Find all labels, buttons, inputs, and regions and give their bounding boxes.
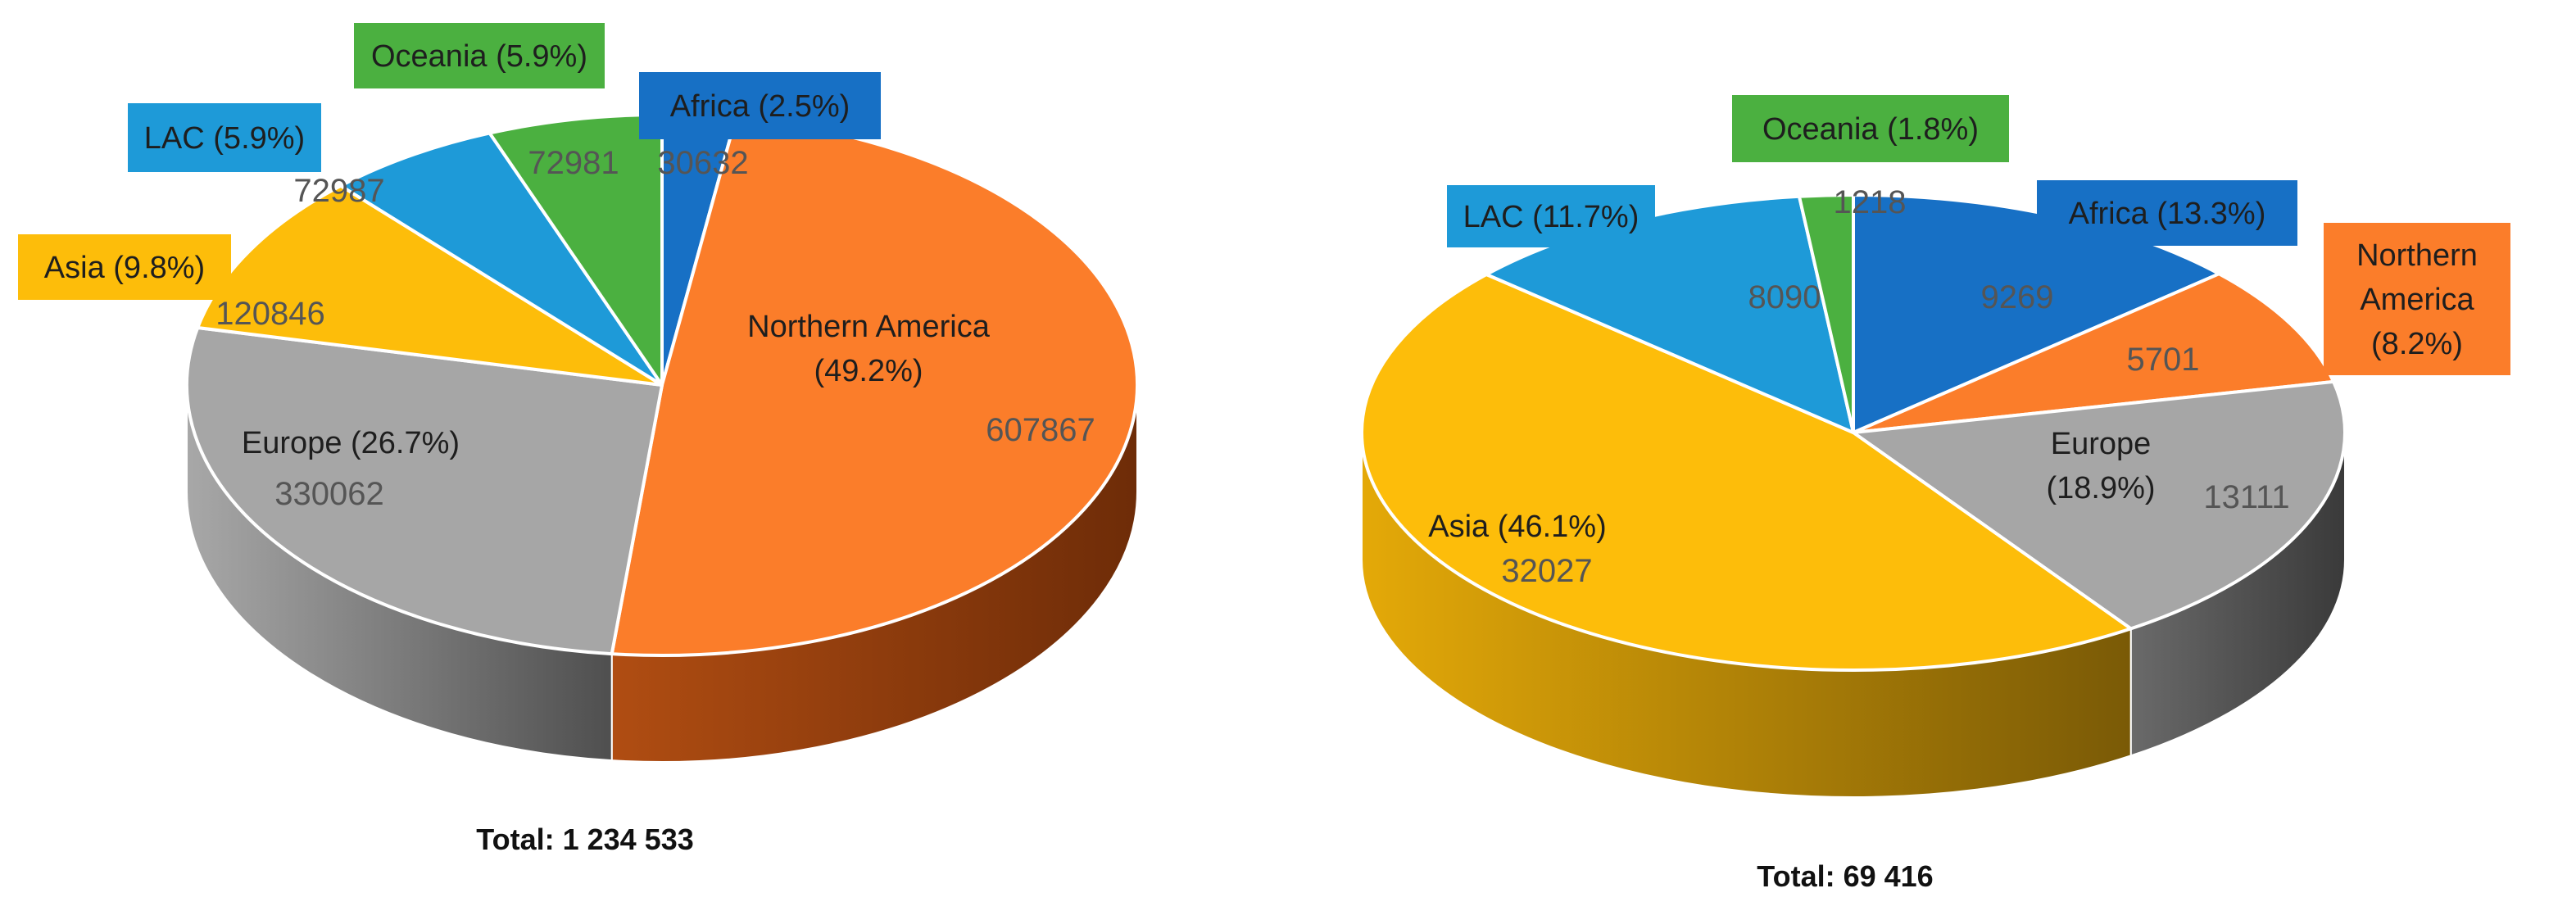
- pie-chart-2: 9269 5701 13111 32027 8090 1218 Africa (13.3%)…: [1360, 95, 2510, 893]
- label-text-lac: LAC (11.7%): [1463, 200, 1639, 234]
- category-label-europe: Europe (26.7%): [242, 426, 460, 460]
- label-box-lac: [1447, 185, 1655, 247]
- category-label-africa: Africa (2.5%): [639, 72, 881, 139]
- category-label-oceania: Oceania (5.9%): [354, 23, 605, 88]
- label-box-oceania: [354, 23, 605, 88]
- category-label-lac: LAC (5.9%): [128, 103, 321, 172]
- label-box-lac: [128, 103, 321, 172]
- label-text-europe: Europe (18.9%): [2046, 427, 2155, 505]
- label-text-oceania: Oceania (1.8%): [1762, 112, 1979, 147]
- category-label-northern-america: Northern America (49.2%): [747, 310, 991, 388]
- value-label-northern-america: 5701: [2127, 342, 2200, 378]
- label-box-northern-america: [2324, 223, 2510, 375]
- value-label-lac: 8090: [1748, 279, 1821, 315]
- category-label-africa: Africa (13.3%): [2037, 180, 2297, 246]
- label-box-oceania: [1732, 95, 2009, 162]
- slice-northern-america: [610, 116, 1139, 657]
- label-text-northern-america: Northern America (8.2%): [2356, 238, 2478, 361]
- pie-tops: [1360, 193, 2347, 672]
- value-label-africa: 9269: [1981, 279, 2054, 315]
- category-label-oceania: Oceania (1.8%): [1732, 95, 2009, 162]
- slice-europe: [1852, 379, 2347, 631]
- slice-europe: [185, 325, 664, 656]
- value-label-europe: 13111: [2203, 479, 2289, 515]
- total-label: Total: 1 234 533: [476, 823, 693, 856]
- value-label-oceania: 1218: [1834, 184, 1907, 220]
- value-label-africa: 30632: [657, 145, 748, 181]
- slice-asia: [196, 184, 664, 387]
- pie-tops: [185, 113, 1139, 657]
- label-text-asia: Asia (46.1%): [1428, 510, 1607, 544]
- slice-asia: [1360, 272, 2133, 672]
- label-box-asia: [18, 234, 231, 300]
- category-label-asia: Asia (9.8%): [18, 234, 231, 300]
- value-label-asia: 120846: [215, 296, 324, 332]
- value-label-lac: 72987: [293, 173, 384, 209]
- category-label-europe: Europe (18.9%): [2046, 427, 2155, 505]
- label-text-asia: Asia (9.8%): [44, 251, 205, 285]
- category-label-northern-america: Northern America (8.2%): [2324, 223, 2510, 375]
- label-box-africa: [2037, 180, 2297, 246]
- total-label: Total: 69 416: [1757, 859, 1933, 893]
- label-text-northern-america: Northern America (49.2%): [747, 310, 991, 388]
- pie-chart-1: 30632 607867 330062 120846 72987 72981 Africa …: [18, 23, 1139, 856]
- label-text-africa: Africa (13.3%): [2069, 197, 2266, 231]
- slice-lac: [338, 131, 664, 387]
- label-box-africa: [639, 72, 881, 139]
- label-text-lac: LAC (5.9%): [144, 121, 305, 156]
- value-label-oceania: 72981: [528, 145, 619, 181]
- slice-oceania: [1797, 193, 1855, 434]
- value-label-asia: 32027: [1501, 553, 1592, 589]
- label-text-europe: Europe (26.7%): [242, 426, 460, 460]
- label-text-africa: Africa (2.5%): [670, 89, 850, 124]
- value-label-europe: 330062: [274, 476, 383, 512]
- category-label-lac: LAC (11.7%): [1447, 185, 1655, 247]
- label-text-oceania: Oceania (5.9%): [371, 39, 587, 74]
- value-label-northern-america: 607867: [986, 412, 1095, 448]
- category-label-asia: Asia (46.1%): [1428, 510, 1607, 544]
